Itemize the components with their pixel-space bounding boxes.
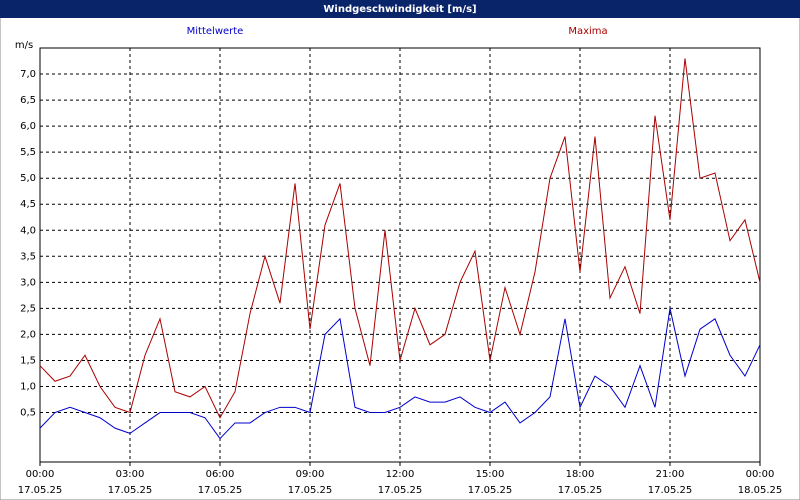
chart-title: Windgeschwindigkeit [m/s] xyxy=(323,4,476,15)
x-tick-label: 00:00 xyxy=(746,469,775,480)
y-tick-label: 0,5 xyxy=(20,408,36,419)
x-tick-date: 17.05.25 xyxy=(18,485,63,496)
title-bar xyxy=(0,0,800,18)
x-tick-date: 18.05.25 xyxy=(738,485,783,496)
y-unit: m/s xyxy=(15,40,33,51)
x-tick-date: 17.05.25 xyxy=(288,485,333,496)
y-tick-label: 7,0 xyxy=(20,69,36,80)
x-tick-label: 18:00 xyxy=(566,469,595,480)
x-tick-label: 03:00 xyxy=(116,469,145,480)
y-tick-label: 5,5 xyxy=(20,147,36,158)
x-tick-label: 12:00 xyxy=(386,469,415,480)
legend-entry: Mittelwerte xyxy=(187,26,244,37)
x-tick-date: 17.05.25 xyxy=(468,485,513,496)
x-tick-date: 17.05.25 xyxy=(558,485,603,496)
x-tick-date: 17.05.25 xyxy=(378,485,423,496)
series-line xyxy=(39,58,761,419)
y-tick-label: 3,5 xyxy=(20,251,36,262)
series-line xyxy=(39,308,761,440)
y-tick-label: 1,5 xyxy=(20,355,36,366)
x-tick-label: 21:00 xyxy=(656,469,685,480)
y-tick-label: 4,0 xyxy=(20,225,36,236)
y-tick-label: 6,5 xyxy=(20,95,36,106)
x-tick-date: 17.05.25 xyxy=(198,485,243,496)
y-tick-label: 1,0 xyxy=(20,381,36,392)
y-tick-label: 2,0 xyxy=(20,329,36,340)
x-tick-label: 09:00 xyxy=(296,469,325,480)
y-tick-label: 5,0 xyxy=(20,173,36,184)
y-tick-label: 4,5 xyxy=(20,199,36,210)
x-tick-label: 00:00 xyxy=(26,469,55,480)
legend-entry: Maxima xyxy=(568,26,607,37)
x-tick-date: 17.05.25 xyxy=(648,485,693,496)
y-tick-label: 6,0 xyxy=(20,121,36,132)
y-tick-label: 2,5 xyxy=(20,303,36,314)
x-tick-label: 15:00 xyxy=(476,469,505,480)
x-tick-label: 06:00 xyxy=(206,469,235,480)
x-tick-date: 17.05.25 xyxy=(108,485,153,496)
y-tick-label: 3,0 xyxy=(20,277,36,288)
